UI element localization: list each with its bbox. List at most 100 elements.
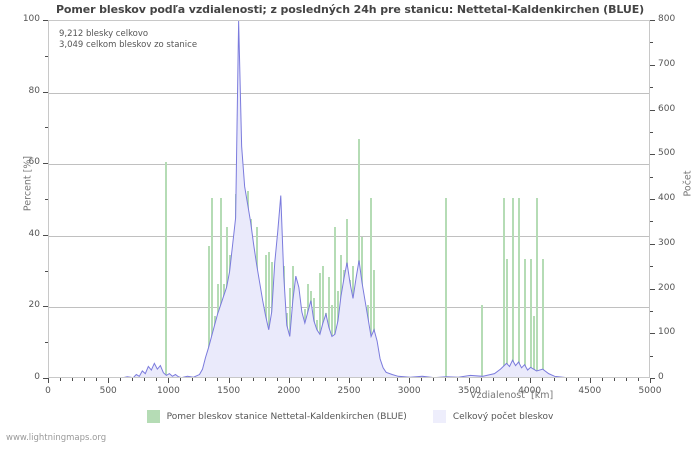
x-tick-label: 0 [45, 386, 51, 396]
y-tick-left [43, 20, 48, 21]
legend-item-total[interactable]: Celkový počet bleskov [432, 410, 554, 423]
x-tick-label: 2000 [277, 386, 301, 396]
y-minor-tick-right [650, 177, 653, 178]
y-tick-right [650, 110, 655, 111]
y-axis-right-title: Počet [682, 170, 694, 197]
x-minor-tick [554, 378, 555, 381]
y-tick-label-left: 80 [28, 85, 40, 96]
y-tick-right [650, 199, 655, 200]
x-minor-tick [60, 378, 61, 381]
bar [219, 198, 222, 377]
count-line [123, 21, 566, 377]
x-minor-tick [421, 378, 422, 381]
y-minor-tick-right [650, 356, 653, 357]
x-minor-tick [614, 378, 615, 381]
chart-legend: Pomer bleskov stanice Nettetal-Kaldenkir… [0, 410, 700, 423]
y-tick-label-right: 600 [658, 103, 676, 114]
y-minor-tick-right [650, 42, 653, 43]
x-minor-tick [120, 378, 121, 381]
plot-area: 9,212 blesky celkovo 3,049 celkom blesko… [48, 20, 650, 378]
x-minor-tick [337, 378, 338, 381]
y-tick-label-right: 800 [658, 14, 676, 24]
x-minor-tick [506, 378, 507, 381]
x-tick-label: 1500 [217, 386, 241, 396]
x-minor-tick [156, 378, 157, 381]
x-tick [48, 378, 49, 383]
y-minor-tick-left [45, 199, 48, 200]
y-tick-label-left: 40 [28, 228, 40, 239]
y-minor-tick-left [45, 271, 48, 272]
x-minor-tick [84, 378, 85, 381]
legend-swatch-ratio [146, 410, 160, 423]
x-minor-tick [72, 378, 73, 381]
y-minor-tick-right [650, 221, 653, 222]
y-minor-tick-right [650, 132, 653, 133]
x-tick-label: 3500 [457, 386, 481, 396]
gridline [49, 93, 649, 94]
x-minor-tick [566, 378, 567, 381]
page-title: Pomer bleskov podľa vzdialenosti; z posl… [55, 3, 645, 16]
x-tick-label: 4000 [518, 386, 542, 396]
x-minor-tick [241, 378, 242, 381]
gridline [49, 236, 649, 237]
x-minor-tick [253, 378, 254, 381]
x-minor-tick [542, 378, 543, 381]
y-tick-left [43, 92, 48, 93]
x-tick-label: 500 [99, 386, 117, 396]
bar [370, 198, 373, 377]
bar [502, 198, 505, 377]
bar [529, 258, 532, 377]
y-minor-tick-right [650, 266, 653, 267]
x-minor-tick [301, 378, 302, 381]
bar [505, 258, 508, 377]
x-tick [229, 378, 230, 383]
bar [321, 266, 324, 377]
y-tick-label-left: 60 [28, 157, 40, 168]
y-tick-label-right: 400 [658, 193, 676, 203]
bar [511, 198, 514, 377]
y-tick-label-right: 300 [658, 237, 676, 248]
y-minor-tick-right [650, 311, 653, 312]
count-area-fill [126, 21, 561, 377]
y-tick-label-right: 500 [658, 148, 676, 159]
x-axis-title: Vzdialenosť [km] [470, 390, 554, 401]
y-minor-tick-right [650, 87, 653, 88]
y-tick-label-right: 100 [658, 327, 676, 338]
gridline [49, 164, 649, 165]
bar [267, 251, 270, 377]
bar [358, 138, 361, 377]
y-tick-right [650, 65, 655, 66]
y-tick-right [650, 154, 655, 155]
x-minor-tick [217, 378, 218, 381]
y-tick-label-right: 0 [658, 372, 664, 382]
x-minor-tick [180, 378, 181, 381]
x-minor-tick [265, 378, 266, 381]
x-minor-tick [361, 378, 362, 381]
x-minor-tick [205, 378, 206, 381]
x-tick [590, 378, 591, 383]
x-minor-tick [481, 378, 482, 381]
y-minor-tick-left [45, 56, 48, 57]
count-series-svg [123, 21, 566, 377]
x-minor-tick [192, 378, 193, 381]
x-tick [469, 378, 470, 383]
x-minor-tick [445, 378, 446, 381]
x-tick-label: 2500 [337, 386, 361, 396]
y-axis-left-title: Percent [%] [22, 155, 34, 212]
source-url: www.lightningmaps.org [6, 433, 107, 443]
y-tick-right [650, 244, 655, 245]
x-minor-tick [96, 378, 97, 381]
x-tick [168, 378, 169, 383]
legend-label-total: Celkový počet bleskov [452, 411, 554, 422]
x-tick [289, 378, 290, 383]
x-tick-label: 5000 [638, 386, 662, 396]
x-minor-tick [277, 378, 278, 381]
x-minor-tick [626, 378, 627, 381]
bar [517, 198, 520, 377]
y-tick-label-right: 700 [658, 58, 676, 69]
x-tick [650, 378, 651, 383]
x-minor-tick [397, 378, 398, 381]
x-minor-tick [313, 378, 314, 381]
legend-item-ratio[interactable]: Pomer bleskov stanice Nettetal-Kaldenkir… [146, 410, 407, 423]
bar [535, 198, 538, 377]
